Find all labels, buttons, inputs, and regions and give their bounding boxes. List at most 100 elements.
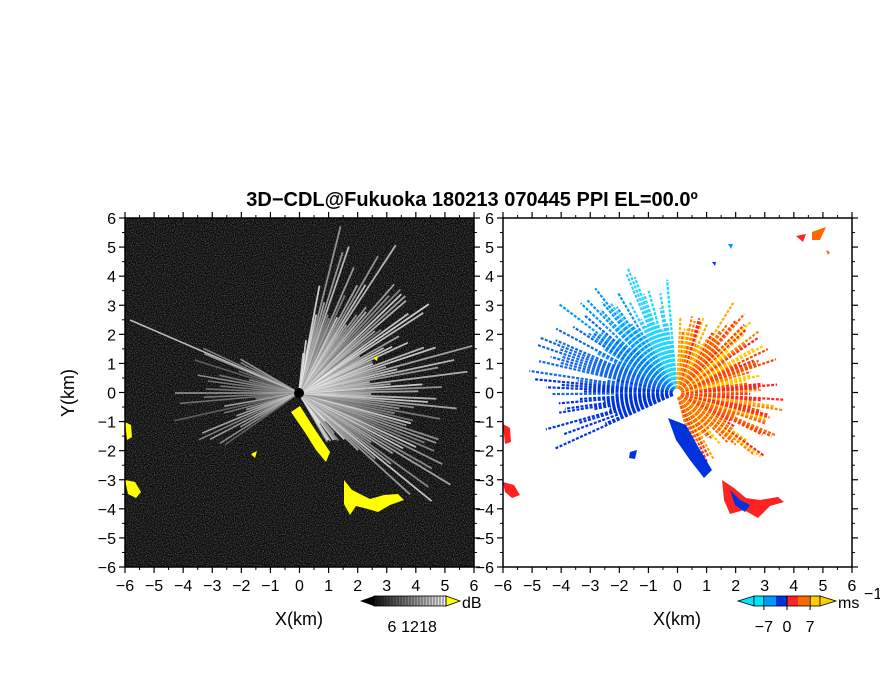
reflectivity-panel: −6 −5 −4 −3 −2 −1 0 1 2 3 4 5 6 6 5 4 3 2 1 0 −1 −2 −3 −4 −5 −6 Y… [58,211,480,629]
velocity-beam-positive [676,391,772,438]
colorbar-ticks: 6 12 18 [373,596,447,636]
reflectivity-beam [224,392,300,446]
colorbar-unit: dB [462,595,482,612]
x-tick-label: 0 [295,578,304,595]
velocity-beam-positive [676,329,761,394]
reflectivity-ticks: −6 −5 −4 −3 −2 −1 0 1 2 3 4 5 6 6 5 4 3 2 1 0 −1 −2 −3 −4 −5 −6 [98,211,480,595]
velocity-echo [728,244,733,249]
colorbar-tick-label: 18 [419,619,437,636]
x-tick-label: 5 [818,578,827,595]
radar-site-marker [673,389,681,397]
colorbar-segment [787,596,799,606]
velocity-beam-positive [676,320,753,394]
velocity-beam-negative [555,339,678,395]
reflectivity-beam [179,392,300,405]
velocity-beam-negative [625,273,679,394]
y-tick-label: −4 [98,502,116,519]
velocity-beam-negative [659,293,679,394]
reflectivity-beam [198,392,300,441]
high-reflectivity-echo [125,480,141,498]
colorbar-tick-label: 12 [401,619,419,636]
colorbar-segment [798,596,810,606]
reflectivity-beam [129,319,300,394]
x-tick-label: 4 [411,578,420,595]
y-tick-label: −2 [98,444,116,461]
velocity-echo [503,482,520,498]
x-tick-label: 6 [848,578,857,595]
velocity-ticks: −6 −5 −4 −3 −2 −1 0 1 2 3 4 5 6 6 5 4 3 2 1 0 −1 −2 −3 −4 −5 −6 [476,211,858,595]
velocity-beam-negative [628,301,678,394]
y-tick-label: −2 [476,444,494,461]
velocity-beam-positive [676,313,746,394]
colorbar-unit: ms [838,595,859,612]
velocity-beam-positive [675,315,694,394]
figure-title: 3D−CDL@Fukuoka 180213 070445 PPI EL=00.0… [246,189,698,211]
velocity-beam-negative [615,306,678,394]
velocity-echo [826,250,830,255]
velocity-beam-negative [577,379,678,395]
velocity-echo [730,490,750,512]
x-tick-label: 3 [382,578,391,595]
velocity-colorbar: −7 0 7 ms −1 [736,586,880,636]
x-tick-label: −1 [639,578,657,595]
x-tick-label: −4 [174,578,192,595]
velocity-beam-negative [577,391,678,425]
x-tick-label: −2 [232,578,250,595]
x-tick-label: −4 [552,578,570,595]
x-tick-label: −6 [116,578,134,595]
y-tick-label: 5 [485,240,494,257]
velocity-beam-positive [676,392,756,456]
x-tick-label: −6 [494,578,512,595]
x-tick-label: −3 [581,578,599,595]
y-tick-label: −5 [476,531,494,548]
velocity-beam-negative [550,355,678,395]
reflectivity-colorbar: 6 12 18 dB [360,595,482,636]
colorbar-segment [754,596,766,606]
high-reflectivity-echo [251,451,257,458]
y-tick-label: −3 [98,473,116,490]
colorbar-segment [809,596,821,606]
y-tick-label: −1 [98,415,116,432]
colorbar-unit-exponent: −1 [864,586,880,603]
high-reflectivity-echo [291,406,330,462]
x-tick-label: 0 [673,578,682,595]
velocity-beam-positive [675,318,682,394]
x-axis-title-left: X(km) [275,609,323,629]
x-tick-label: 4 [789,578,798,595]
reflectivity-beam [298,352,305,394]
velocity-echo [712,262,716,266]
x-tick-label: 2 [731,578,740,595]
high-reflectivity-echo [125,422,132,440]
colorbar-low-arrow [360,596,374,606]
y-tick-label: 0 [107,386,116,403]
colorbar-segment [765,596,777,606]
y-tick-label: 6 [485,211,494,228]
colorbar-high-arrow [819,595,838,607]
velocity-echo [796,234,806,242]
high-reflectivity-echo [344,480,404,515]
x-tick-label: 3 [760,578,769,595]
x-tick-label: 5 [440,578,449,595]
y-axis-title: Y(km) [58,369,78,417]
x-tick-label: −1 [261,578,279,595]
y-tick-label: 2 [485,327,494,344]
velocity-beams [503,227,830,518]
y-tick-label: 2 [107,327,116,344]
velocity-echo [722,480,784,518]
velocity-beam-negative [594,287,678,394]
y-tick-label: 0 [485,386,494,403]
velocity-beam-positive [676,348,769,394]
velocity-beam-negative [592,332,678,394]
velocity-echo [668,418,712,478]
reflectivity-high-echoes [125,356,404,515]
radar-site-marker [294,388,304,398]
y-tick-label: −1 [476,415,494,432]
colorbar-low-arrow [736,595,755,607]
y-tick-label: 4 [107,269,116,286]
y-tick-label: −6 [476,560,494,577]
reflectivity-beam [174,392,300,422]
velocity-panel: −6 −5 −4 −3 −2 −1 0 1 2 3 4 5 6 6 5 4 3 2 1 0 −1 −2 −3 −4 −5 −6 X… [476,211,858,629]
x-tick-label: −5 [523,578,541,595]
reflectivity-beams [129,226,473,502]
